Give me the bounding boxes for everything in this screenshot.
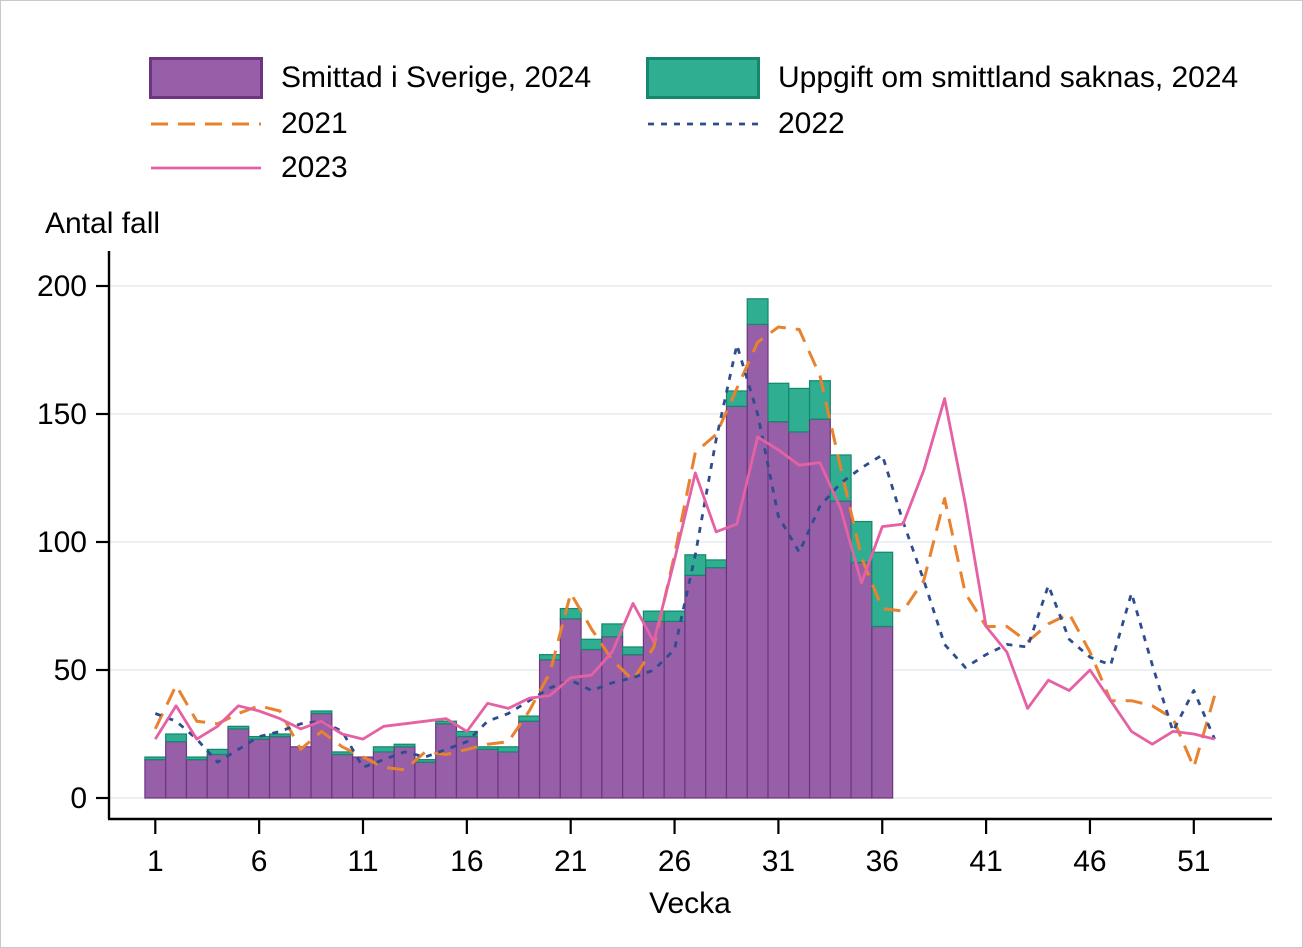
bar-smittland-saknas bbox=[705, 559, 728, 569]
bar-smittland-saknas bbox=[767, 382, 790, 423]
y-tick-label: 200 bbox=[37, 270, 87, 303]
bar-smittad-sverige bbox=[538, 659, 561, 799]
bar-smittad-sverige bbox=[331, 753, 354, 799]
bar-smittad-sverige bbox=[352, 756, 374, 799]
legend-line-solid-icon bbox=[151, 166, 261, 170]
legend-label: 2021 bbox=[281, 107, 348, 140]
bar-smittland-saknas bbox=[622, 646, 644, 656]
x-tick-label: 11 bbox=[347, 845, 378, 878]
bar-smittad-sverige bbox=[268, 735, 291, 799]
x-tick-label: 51 bbox=[1177, 845, 1210, 878]
x-tick-label: 36 bbox=[866, 845, 899, 878]
bar-smittad-sverige bbox=[393, 746, 416, 799]
y-tick-label: 150 bbox=[37, 398, 87, 431]
y-tick-label: 50 bbox=[54, 654, 87, 687]
y-axis-title: Antal fall bbox=[45, 207, 161, 240]
bar-smittland-saknas bbox=[435, 720, 458, 725]
bar-smittad-sverige bbox=[663, 620, 686, 799]
bar-smittad-sverige bbox=[289, 746, 312, 799]
legend-swatch-purple bbox=[149, 57, 263, 99]
bar-smittad-sverige bbox=[227, 728, 250, 799]
bar-smittland-saknas bbox=[248, 735, 271, 740]
bar-smittland-saknas bbox=[788, 387, 811, 433]
x-tick-label: 21 bbox=[554, 845, 587, 878]
x-tick-label: 16 bbox=[450, 845, 483, 878]
bar-smittad-sverige bbox=[144, 758, 167, 799]
bar-smittland-saknas bbox=[476, 746, 499, 750]
bar-smittad-sverige bbox=[248, 738, 271, 799]
bar-smittland-saknas bbox=[497, 746, 520, 753]
y-tick-label: 0 bbox=[70, 782, 87, 815]
bar-smittad-sverige bbox=[185, 758, 208, 799]
bar-smittad-sverige bbox=[455, 735, 478, 799]
bar-smittad-sverige bbox=[871, 625, 894, 799]
bar-smittad-sverige bbox=[476, 748, 499, 799]
bar-smittland-saknas bbox=[538, 654, 561, 661]
legend-swatch-teal bbox=[646, 57, 760, 99]
bar-smittad-sverige bbox=[559, 618, 582, 799]
bar-smittad-sverige bbox=[746, 323, 769, 799]
bar-smittland-saknas bbox=[518, 715, 541, 722]
x-axis-title: Vecka bbox=[649, 887, 731, 920]
x-tick-label: 31 bbox=[762, 845, 795, 878]
bar-smittland-saknas bbox=[580, 638, 603, 651]
bar-smittad-sverige bbox=[165, 741, 188, 799]
bar-smittland-saknas bbox=[393, 743, 416, 748]
bar-smittland-saknas bbox=[144, 756, 167, 761]
bar-smittland-saknas bbox=[227, 725, 250, 730]
line-2023 bbox=[154, 397, 1215, 746]
bar-smittad-sverige bbox=[850, 561, 873, 799]
bar-smittad-sverige bbox=[518, 720, 541, 799]
bar-smittland-saknas bbox=[372, 746, 395, 753]
bar-smittad-sverige bbox=[435, 723, 458, 799]
bar-smittland-saknas bbox=[559, 607, 582, 620]
line-2021 bbox=[153, 325, 1217, 772]
legend-label: 2022 bbox=[778, 107, 845, 140]
bar-smittland-saknas bbox=[185, 756, 208, 761]
x-tick-label: 26 bbox=[658, 845, 691, 878]
bar-smittad-sverige bbox=[372, 751, 395, 799]
x-tick-label: 41 bbox=[969, 845, 1002, 878]
legend-item-smittad-sverige: Smittad i Sverige, 2024 bbox=[149, 57, 591, 99]
bar-smittland-saknas bbox=[725, 390, 748, 407]
legend-line-dotted-icon bbox=[648, 122, 758, 126]
bar-smittad-sverige bbox=[414, 761, 437, 799]
bar-smittland-saknas bbox=[165, 733, 188, 743]
bar-smittland-saknas bbox=[746, 298, 769, 325]
legend-label: Smittad i Sverige, 2024 bbox=[281, 61, 592, 94]
bar-smittad-sverige bbox=[684, 574, 707, 799]
bar-smittad-sverige bbox=[580, 648, 603, 799]
legend-item-2022: 2022 bbox=[646, 107, 845, 141]
bar-smittad-sverige bbox=[705, 566, 728, 799]
y-tick-label: 100 bbox=[37, 526, 87, 559]
line-2022 bbox=[154, 343, 1216, 769]
legend-item-smittland-saknas: Uppgift om smittland saknas, 2024 bbox=[646, 57, 1238, 99]
bar-smittad-sverige bbox=[788, 431, 811, 799]
bar-smittad-sverige bbox=[497, 751, 520, 799]
bar-smittland-saknas bbox=[331, 751, 354, 756]
legend-label: 2023 bbox=[281, 151, 348, 184]
x-tick-label: 46 bbox=[1073, 845, 1106, 878]
x-tick-label: 6 bbox=[251, 845, 268, 878]
x-tick-label: 1 bbox=[147, 845, 164, 878]
bar-smittad-sverige bbox=[829, 500, 852, 799]
legend-item-2021: 2021 bbox=[149, 107, 348, 141]
legend-line-dashed-icon bbox=[151, 122, 261, 126]
bar-smittad-sverige bbox=[725, 405, 748, 799]
bar-smittland-saknas bbox=[268, 733, 291, 738]
legend-item-2023: 2023 bbox=[149, 151, 348, 185]
legend-label: Uppgift om smittland saknas, 2024 bbox=[778, 61, 1239, 94]
bar-smittland-saknas bbox=[310, 710, 333, 715]
